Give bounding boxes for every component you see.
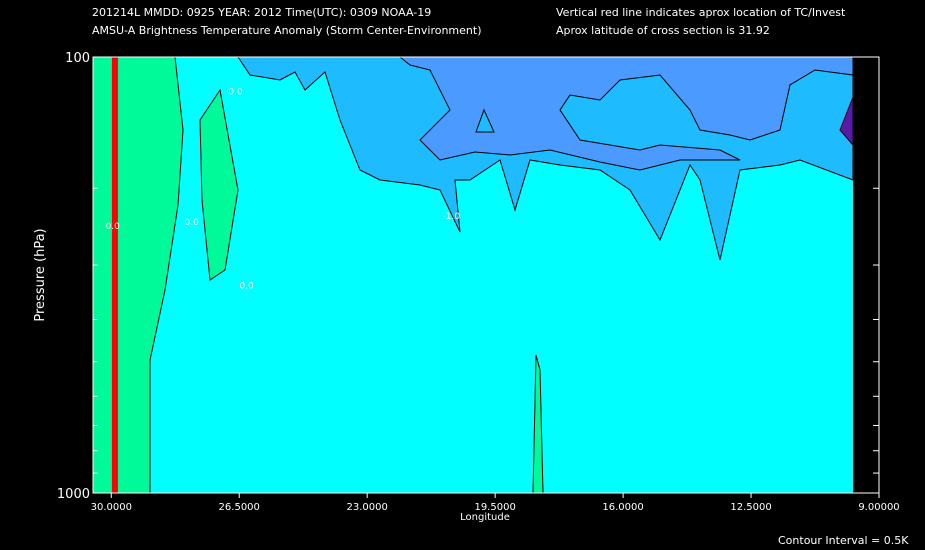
y-axis: 100 1000: [57, 51, 90, 502]
contour-labels: 0.0 0.0 0.0 0.0 -1.0: [106, 88, 461, 292]
anomaly-negative-one-region: [398, 56, 854, 171]
x-tick-label: 30.0000: [91, 502, 132, 513]
plot-area: [92, 56, 880, 494]
x-tick-label: 9.00000: [858, 502, 899, 513]
header-line-3: Vertical red line indicates aprox locati…: [556, 6, 846, 19]
x-axis-label: Longitude: [460, 512, 510, 523]
x-axis: 30.0000 26.5000 23.0000 19.5000 16.0000 12.50…: [91, 493, 900, 513]
header-line-1: 201214L MMDD: 0925 YEAR: 2012 Time(UTC):…: [92, 6, 432, 19]
x-tick-label: 19.5000: [474, 502, 515, 513]
x-tick-label: 23.0000: [347, 502, 388, 513]
anomaly-negative-half-blob: [475, 108, 495, 133]
header-line-2: AMSU-A Brightness Temperature Anomaly (S…: [92, 24, 482, 37]
x-tick-label: 16.0000: [602, 502, 643, 513]
contour-label: 0.0: [185, 218, 200, 228]
anomaly-spike-region: [199, 88, 239, 281]
contour-label: -1.0: [442, 212, 460, 222]
y-axis-label: Pressure (hPa): [33, 228, 48, 321]
contour-label: 0.0: [239, 282, 254, 292]
anomaly-negative-one-half-region: [839, 96, 854, 147]
header-line-4: Aprox latitude of cross section is 31.92: [556, 24, 770, 37]
contour-label: 0.0: [106, 222, 121, 232]
y-tick-label: 100: [65, 51, 90, 66]
contour-interval-label: Contour Interval = 0.5K: [778, 534, 909, 547]
plot-frame: [92, 56, 880, 494]
x-tick-label: 12.5000: [730, 502, 771, 513]
y-tick-label: 1000: [57, 487, 90, 502]
contour-label: 0.0: [228, 88, 243, 98]
x-tick-label: 26.5000: [219, 502, 260, 513]
right-axis-ticks: [93, 187, 879, 474]
